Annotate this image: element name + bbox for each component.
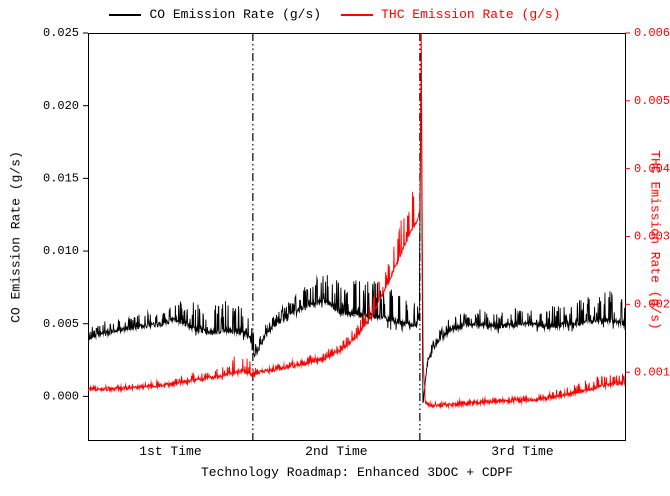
co-line-swatch-icon [109,14,142,16]
x-segment-label-2: 2nd Time [305,444,368,459]
thc-line-swatch-icon [341,14,374,16]
chart-legend: CO Emission Rate (g/s) THC Emission Rate… [0,6,670,24]
legend-item-thc: THC Emission Rate (g/s) [341,6,561,24]
x-segment-label-1: 1st Time [139,444,202,459]
legend-label-co: CO Emission Rate (g/s) [149,7,322,22]
x-segment-label-3: 3rd Time [491,444,554,459]
legend-label-thc: THC Emission Rate (g/s) [381,7,561,22]
left-axis-title: CO Emission Rate (g/s) [8,151,24,323]
x-axis-title: Technology Roadmap: Enhanced 3DOC + CDPF [200,465,514,480]
legend-item-co: CO Emission Rate (g/s) [109,6,321,24]
right-axis-title: THC Emission Rate (g/s) [647,150,663,330]
